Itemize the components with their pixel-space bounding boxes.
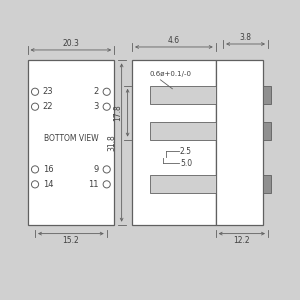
Text: 16: 16 bbox=[43, 165, 53, 174]
Text: 17.8: 17.8 bbox=[113, 104, 122, 121]
Bar bbox=[150, 86, 216, 104]
Text: 4.6: 4.6 bbox=[168, 36, 180, 45]
Bar bbox=[132, 60, 216, 225]
Text: 31.8: 31.8 bbox=[108, 134, 117, 151]
Text: 9: 9 bbox=[94, 165, 99, 174]
Text: 3: 3 bbox=[94, 102, 99, 111]
Text: 2: 2 bbox=[94, 87, 99, 96]
Bar bbox=[263, 86, 271, 104]
Text: 5.0: 5.0 bbox=[180, 159, 192, 168]
Bar bbox=[150, 176, 216, 193]
Text: 11: 11 bbox=[88, 180, 99, 189]
Text: 12.2: 12.2 bbox=[233, 236, 250, 245]
Text: BOTTOM VIEW: BOTTOM VIEW bbox=[44, 134, 98, 142]
Bar bbox=[150, 122, 216, 140]
Text: 14: 14 bbox=[43, 180, 53, 189]
Text: 15.2: 15.2 bbox=[62, 236, 79, 245]
Bar bbox=[263, 122, 271, 140]
Text: 22: 22 bbox=[43, 102, 53, 111]
Text: 3.8: 3.8 bbox=[240, 33, 252, 42]
Bar bbox=[263, 176, 271, 193]
Bar bbox=[216, 60, 263, 225]
Text: 0.6ø+0.1/-0: 0.6ø+0.1/-0 bbox=[150, 71, 192, 77]
Text: 20.3: 20.3 bbox=[62, 39, 79, 48]
Text: 2.5: 2.5 bbox=[180, 147, 192, 156]
Bar bbox=[28, 60, 114, 225]
Text: 23: 23 bbox=[43, 87, 53, 96]
